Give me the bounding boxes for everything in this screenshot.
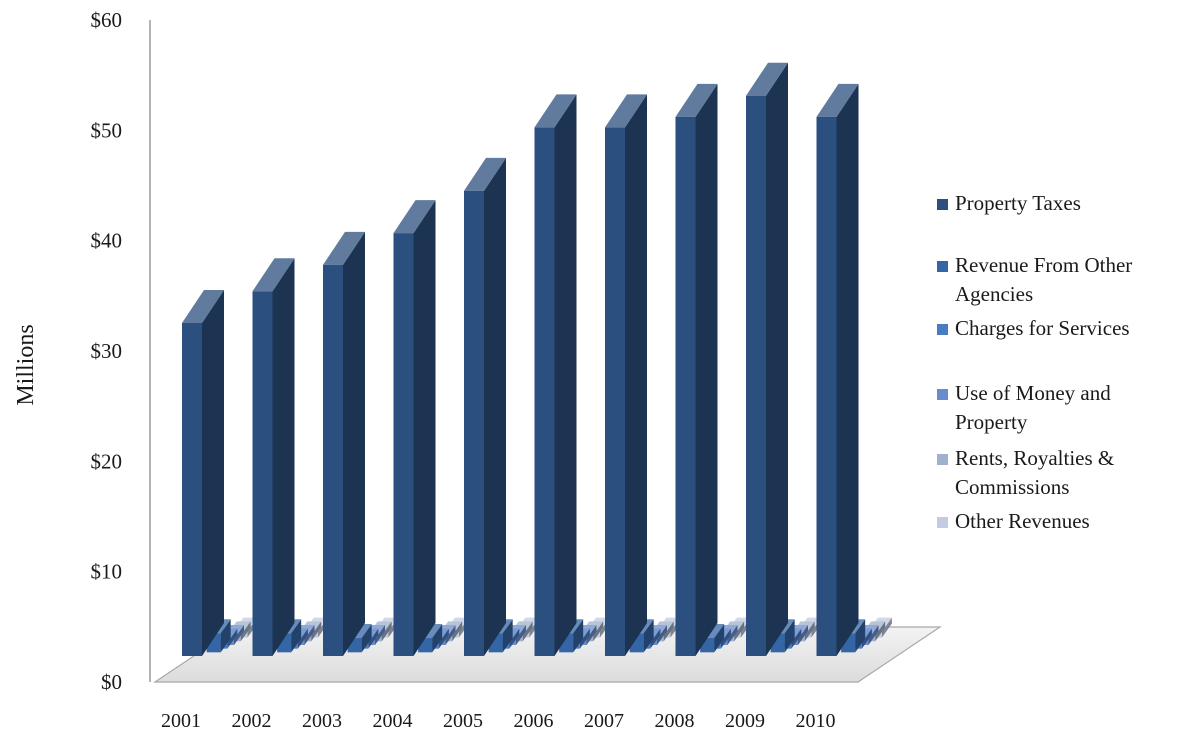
bar-property-taxes-2001	[182, 290, 224, 656]
x-tick-label: 2002	[232, 710, 272, 732]
legend-swatch	[937, 199, 948, 210]
bar-property-taxes-2002	[252, 258, 295, 656]
y-tick-label: $20	[91, 449, 123, 473]
chart-legend: Property Taxes Revenue From Other Agencies…	[937, 191, 1132, 533]
x-tick-label: 2001	[161, 710, 201, 732]
x-tick-label: 2006	[514, 710, 554, 732]
y-tick-label: $60	[91, 8, 123, 32]
y-tick-label: $30	[91, 339, 123, 363]
y-tick-label: $10	[91, 560, 123, 584]
bar-property-taxes-2003	[323, 231, 365, 656]
legend-item: Rents, Royalties & Commissions	[937, 446, 1114, 499]
chart-bars	[182, 62, 892, 657]
legend-swatch	[937, 454, 948, 465]
x-tick-label: 2007	[584, 710, 624, 732]
bar-property-taxes-2009	[746, 62, 788, 656]
bar-property-taxes-2007	[605, 94, 647, 656]
x-tick-label: 2008	[655, 710, 695, 732]
legend-item: Revenue From Other Agencies	[937, 253, 1132, 306]
legend-label: Property Taxes	[955, 191, 1081, 215]
legend-swatch	[937, 389, 948, 400]
x-tick-label: 2003	[302, 710, 342, 732]
legend-swatch	[937, 261, 948, 272]
y-tick-label: $50	[91, 118, 123, 142]
y-tick-label: $40	[91, 229, 123, 253]
x-tick-label: 2004	[373, 710, 413, 732]
x-tick-label: 2009	[725, 710, 765, 732]
legend-swatch	[937, 517, 948, 528]
chart-ticks: $0 $10 $20 $30 $40 $50 $60 2001 2002 2003 2004 2005…	[91, 8, 836, 732]
legend-item: Other Revenues	[937, 509, 1090, 533]
legend-item: Property Taxes	[937, 191, 1081, 215]
legend-item: Charges for Services	[937, 316, 1130, 340]
legend-label: Charges for Services	[955, 316, 1130, 340]
y-tick-label: $0	[101, 670, 122, 694]
x-tick-label: 2010	[796, 710, 836, 732]
bar-property-taxes-2004	[393, 200, 436, 656]
legend-swatch	[937, 324, 948, 335]
legend-label: Other Revenues	[955, 509, 1090, 533]
bar-property-taxes-2010	[816, 83, 859, 657]
bar-property-taxes-2005	[464, 157, 506, 656]
legend-item: Use of Money and Property	[937, 381, 1111, 434]
y-axis-label: Millions	[13, 324, 39, 405]
bar-property-taxes-2006	[534, 94, 577, 656]
legend-label: Revenue From Other Agencies	[955, 253, 1132, 306]
x-tick-label: 2005	[443, 710, 483, 732]
legend-label: Rents, Royalties & Commissions	[955, 446, 1114, 499]
bar-property-taxes-2008	[675, 83, 718, 657]
legend-label: Use of Money and Property	[955, 381, 1111, 434]
